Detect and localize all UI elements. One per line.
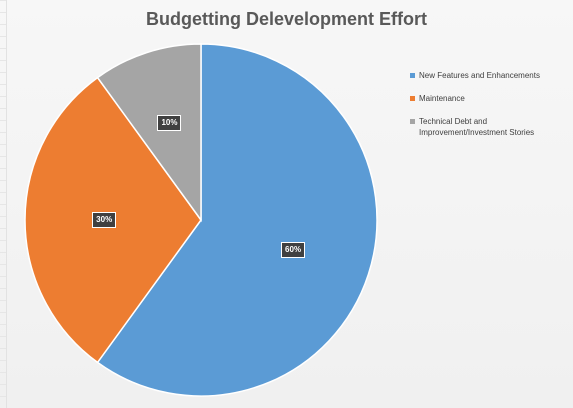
chart-title: Budgetting Delevelopment Effort <box>145 9 427 29</box>
legend-item-new-features: New Features and Enhancements <box>410 70 570 81</box>
pie-slice-technical-debt <box>96 43 202 223</box>
legend-label-maintenance: Maintenance <box>419 94 465 103</box>
left-gridline-guide <box>0 0 7 408</box>
legend-label-technical-debt: Technical Debt and Improvement/Investmen… <box>419 117 535 137</box>
legend-swatch-maintenance <box>410 96 415 101</box>
legend-swatch-new-features <box>410 73 415 78</box>
pie-slice-new-features <box>96 43 378 397</box>
data-label-new-features: 60% <box>281 241 306 258</box>
legend-swatch-technical-debt <box>410 119 415 124</box>
legend-item-maintenance: Maintenance <box>410 93 570 104</box>
legend-label-new-features: New Features and Enhancements <box>419 71 540 80</box>
data-label-technical-debt: 10% <box>157 114 182 131</box>
data-label-maintenance: 30% <box>92 212 117 228</box>
chart-legend: New Features and Enhancements Maintenance… <box>410 70 570 150</box>
legend-item-technical-debt: Technical Debt and Improvement/Investmen… <box>410 116 570 138</box>
